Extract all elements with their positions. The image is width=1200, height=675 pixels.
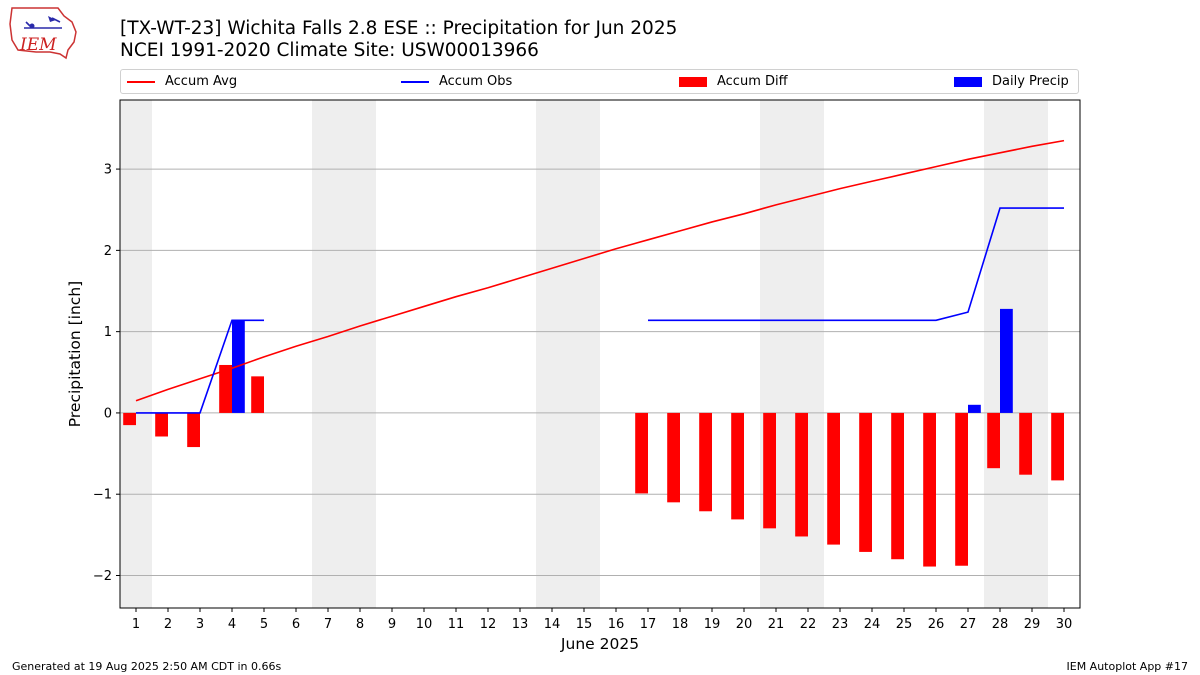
x-tick-label: 23 — [832, 617, 849, 632]
weekend-shade — [792, 100, 824, 608]
y-tick-label: 3 — [104, 163, 112, 178]
y-axis-label: Precipitation [inch] — [66, 281, 84, 427]
x-tick-label: 10 — [416, 617, 433, 632]
x-tick-label: 18 — [672, 617, 689, 632]
title-line-2: NCEI 1991-2020 Climate Site: USW00013966 — [120, 40, 539, 61]
y-tick-label: −1 — [93, 488, 112, 503]
weekend-shade — [984, 100, 1016, 608]
legend-item-accum-obs: Accum Obs — [401, 70, 512, 93]
daily-precip-bar — [968, 404, 981, 413]
accum-diff-bar — [699, 412, 712, 512]
legend-item-accum-diff: Accum Diff — [679, 70, 788, 93]
legend-label: Accum Avg — [165, 74, 238, 89]
accum-diff-bar — [1019, 412, 1032, 475]
weekend-shade — [568, 100, 600, 608]
y-tick-label: 1 — [104, 325, 112, 340]
x-tick-label: 22 — [800, 617, 817, 632]
accum-diff-bar — [923, 412, 936, 567]
accum-diff-bar — [891, 412, 904, 560]
title-line-1: [TX-WT-23] Wichita Falls 2.8 ESE :: Prec… — [120, 18, 678, 39]
x-tick-label: 7 — [324, 617, 332, 632]
weekend-shade — [120, 100, 152, 608]
accum-diff-bar — [187, 412, 200, 448]
x-axis-label: June 2025 — [560, 635, 639, 653]
accum-diff-bar — [123, 412, 136, 426]
daily-precip-bar — [232, 320, 245, 413]
x-tick-label: 3 — [196, 617, 204, 632]
x-tick-label: 21 — [768, 617, 785, 632]
x-tick-label: 24 — [864, 617, 881, 632]
accum-obs-line — [136, 319, 264, 414]
legend-bar-swatch — [679, 76, 707, 87]
footer-app-id: IEM Autoplot App #17 — [1066, 660, 1189, 673]
legend: Accum Avg Accum Obs Accum Diff Daily Pre… — [120, 69, 1079, 94]
weekend-shade — [760, 100, 792, 608]
x-tick-label: 26 — [928, 617, 945, 632]
x-tick-label: 9 — [388, 617, 396, 632]
accum-diff-bar — [635, 412, 648, 494]
legend-label: Accum Diff — [717, 74, 788, 89]
weekend-shade — [536, 100, 568, 608]
weekend-shade — [1016, 100, 1048, 608]
x-tick-label: 14 — [544, 617, 561, 632]
x-tick-label: 25 — [896, 617, 913, 632]
x-tick-label: 20 — [736, 617, 753, 632]
x-tick-label: 4 — [228, 617, 236, 632]
x-tick-label: 29 — [1024, 617, 1041, 632]
footer-generated-at: Generated at 19 Aug 2025 2:50 AM CDT in … — [12, 660, 282, 673]
x-tick-label: 16 — [608, 617, 625, 632]
x-tick-label: 12 — [480, 617, 497, 632]
plot-frame — [119, 99, 1081, 609]
x-tick-label: 6 — [292, 617, 300, 632]
x-tick-label: 28 — [992, 617, 1009, 632]
accum-diff-bar — [795, 412, 808, 537]
legend-label: Daily Precip — [992, 74, 1069, 89]
legend-line-swatch — [127, 80, 155, 83]
legend-label: Accum Obs — [439, 74, 513, 89]
accum-diff-bar — [827, 412, 840, 545]
x-tick-label: 2 — [164, 617, 172, 632]
logo-text: IEM — [19, 35, 57, 55]
accum-obs-line — [648, 207, 1064, 322]
weekend-shade — [312, 100, 344, 608]
legend-item-daily-precip: Daily Precip — [954, 70, 1069, 93]
daily-precip-bar — [1000, 308, 1013, 413]
accum-diff-bar — [763, 412, 776, 529]
accum-diff-bar — [955, 412, 968, 566]
accum-diff-bar — [667, 412, 680, 503]
x-tick-label: 15 — [576, 617, 593, 632]
legend-line-swatch — [401, 80, 429, 83]
y-tick-label: 0 — [104, 406, 112, 421]
x-tick-label: 5 — [260, 617, 268, 632]
x-tick-label: 11 — [448, 617, 465, 632]
x-tick-label: 19 — [704, 617, 721, 632]
iem-logo: IEM — [9, 7, 77, 60]
weekend-shade — [344, 100, 376, 608]
x-tick-label: 30 — [1056, 617, 1073, 632]
x-tick-label: 27 — [960, 617, 977, 632]
accum-diff-bar — [859, 412, 872, 552]
x-tick-label: 17 — [640, 617, 657, 632]
x-tick-label: 1 — [132, 617, 140, 632]
accum-diff-bar — [219, 364, 232, 413]
accum-diff-bar — [731, 412, 744, 520]
y-tick-label: −2 — [93, 569, 112, 584]
legend-bar-swatch — [954, 76, 982, 87]
accum-diff-bar — [987, 412, 1000, 469]
accum-diff-bar — [1051, 412, 1064, 481]
chart-title: [TX-WT-23] Wichita Falls 2.8 ESE :: Prec… — [120, 18, 677, 62]
legend-item-accum-avg: Accum Avg — [127, 70, 237, 93]
y-tick-label: 2 — [104, 244, 112, 259]
accum-diff-bar — [251, 376, 264, 413]
x-tick-label: 8 — [356, 617, 364, 632]
accum-diff-bar — [155, 412, 168, 437]
accum-avg-line — [135, 139, 1065, 402]
x-tick-label: 13 — [512, 617, 529, 632]
